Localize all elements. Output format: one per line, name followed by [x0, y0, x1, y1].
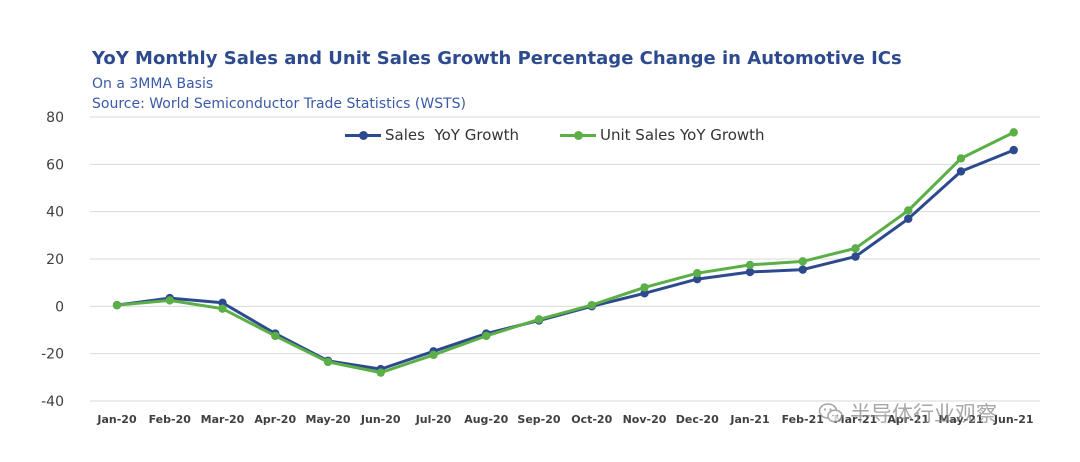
watermark-text: 半导体行业观察: [850, 402, 997, 426]
data-point: [271, 331, 280, 341]
data-point: [640, 289, 649, 298]
x-tick-label: May-20: [305, 413, 350, 426]
data-point: [587, 300, 596, 310]
series-0: [112, 145, 1018, 374]
legend-swatch-sales: [345, 130, 381, 140]
x-tick-label: Apr-21: [887, 413, 929, 426]
y-tick-label: -40: [41, 394, 64, 410]
data-point: [376, 368, 385, 377]
y-tick-label: 80: [46, 110, 64, 126]
watermark: 半导体行业观察: [818, 398, 997, 428]
x-tick-label: Apr-20: [254, 413, 296, 426]
x-tick-label: Aug-20: [464, 413, 508, 426]
data-point: [534, 315, 544, 324]
x-tick-label: May-21: [938, 413, 983, 426]
legend-item-sales: Sales YoY Growth: [345, 126, 519, 144]
series-line: [116, 148, 1015, 371]
data-point: [112, 300, 122, 310]
data-point: [640, 283, 649, 292]
data-point: [745, 260, 755, 270]
x-tick-label: Oct-20: [571, 413, 612, 426]
x-tick-label: Jan-21: [729, 413, 769, 426]
data-point: [956, 167, 966, 176]
x-tick-label: Jun-21: [993, 413, 1034, 426]
legend-item-unit-sales: Unit Sales YoY Growth: [560, 126, 765, 144]
x-tick-label: Feb-20: [149, 413, 192, 426]
data-point: [798, 257, 807, 266]
x-tick-label: Jul-20: [415, 413, 452, 426]
data-point: [693, 274, 702, 284]
data-point: [1009, 145, 1018, 155]
data-point: [218, 298, 227, 307]
legend-swatch-unit-sales: [560, 130, 596, 140]
y-axis-ticks: 80 60 40 20 0 -20 -40: [41, 110, 64, 410]
y-tick-label: -20: [41, 347, 64, 363]
series-line: [116, 131, 1015, 375]
x-tick-label: Dec-20: [676, 413, 719, 426]
legend-label-sales: Sales YoY Growth: [385, 126, 520, 144]
x-tick-label: Sep-20: [517, 413, 560, 426]
data-point: [429, 350, 438, 360]
chart-title: YoY Monthly Sales and Unit Sales Growth …: [92, 48, 902, 69]
series-group: [112, 128, 1018, 377]
data-point: [1009, 128, 1018, 137]
gridlines: [90, 116, 1040, 402]
x-tick-label: Jun-20: [360, 413, 401, 426]
data-point: [323, 357, 333, 367]
y-tick-label: 40: [46, 205, 64, 221]
data-point: [851, 244, 860, 253]
x-tick-label: Feb-21: [782, 413, 824, 426]
x-tick-label: Mar-20: [201, 413, 245, 426]
data-point: [165, 296, 174, 305]
series-1: [112, 128, 1018, 377]
legend-label-unit-sales: Unit Sales YoY Growth: [600, 126, 765, 144]
y-tick-label: 60: [46, 157, 64, 173]
data-point: [904, 206, 913, 215]
x-tick-label: Nov-20: [623, 413, 667, 426]
data-point: [482, 331, 491, 341]
data-point: [851, 252, 860, 261]
data-point: [218, 304, 227, 313]
data-point: [745, 267, 755, 277]
data-point: [904, 214, 913, 223]
chart-subtitle: On a 3MMA Basis: [92, 76, 214, 92]
x-tick-label: Jan-20: [96, 413, 137, 426]
data-point: [956, 154, 966, 163]
x-tick-label: Mar-21: [834, 413, 878, 426]
wechat-icon: [818, 403, 843, 423]
x-axis-ticks: Jan-20 Feb-20 Mar-20 Apr-20 May-20 Jun-20 Jul-…: [96, 413, 1033, 426]
data-point: [693, 269, 702, 278]
chart-source: Source: World Semiconductor Trade Statis…: [92, 96, 467, 112]
data-point: [798, 265, 807, 274]
y-tick-label: 0: [55, 299, 64, 315]
y-tick-label: 20: [46, 252, 64, 268]
